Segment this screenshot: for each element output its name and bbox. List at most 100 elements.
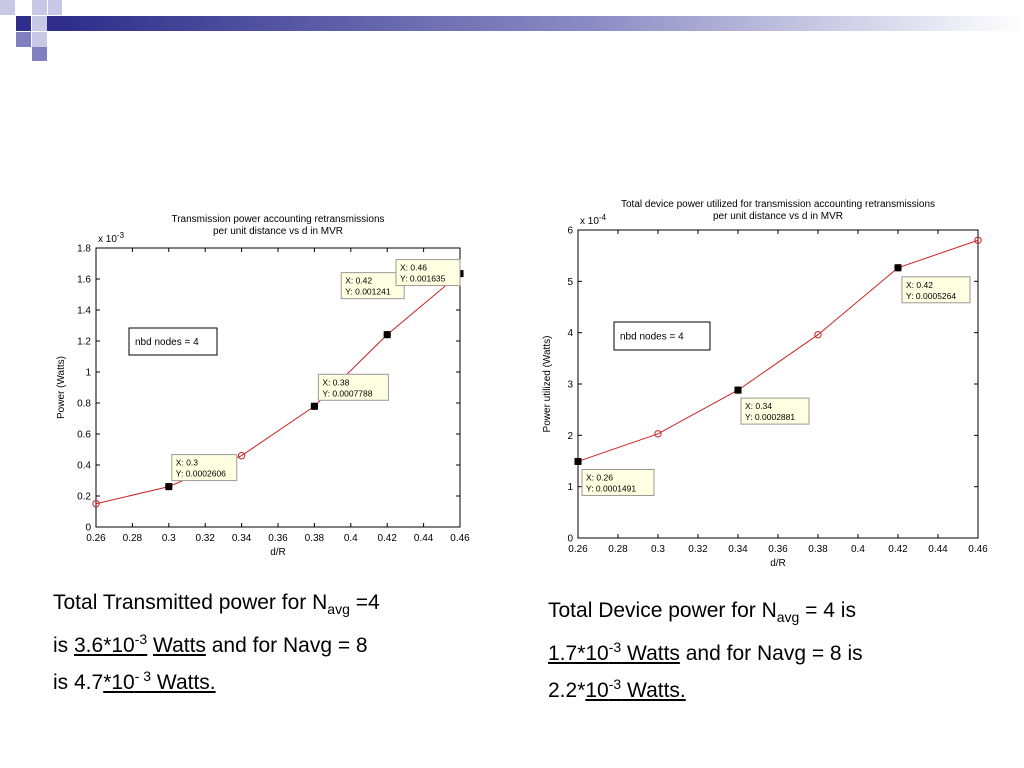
datatip-y: Y: 0.0002606 [176, 469, 226, 479]
x-tick-label: 0.4 [851, 544, 865, 555]
series-line [95, 273, 461, 505]
chart-title: per unit distance vs d in MVR [213, 226, 343, 237]
plot-area [95, 247, 461, 528]
header-gradient-bar [62, 16, 1024, 31]
chart-title: Total device power utilized for transmis… [621, 199, 935, 210]
y-tick-label: 0.2 [77, 492, 91, 503]
y-tick-label: 1.6 [77, 275, 91, 286]
y-tick-label: 6 [567, 226, 573, 237]
y-tick-label: 0 [567, 534, 573, 545]
y-multiplier: x 10-4 [580, 213, 607, 227]
y-tick-label: 1 [85, 368, 91, 379]
x-tick-label: 0.38 [808, 544, 828, 555]
y-tick-label: 0 [85, 523, 91, 534]
note-left-line3: is 4.7*10- 3 Watts. [53, 668, 216, 695]
y-multiplier: x 10-3 [98, 231, 125, 245]
datatip-x: X: 0.34 [745, 401, 772, 411]
x-tick-label: 0.28 [123, 533, 143, 544]
datatip-box [901, 276, 971, 304]
datatip-x: X: 0.42 [345, 276, 372, 286]
data-point [814, 331, 822, 339]
note-right-line3: 2.2*10-3 Watts. [548, 676, 686, 703]
x-tick-label: 0.46 [968, 544, 988, 555]
note-left-line1: Total Transmitted power for Navg =4 [53, 591, 380, 618]
x-tick-label: 0.36 [768, 544, 788, 555]
note-right-line2: 1.7*10-3 Watts and for Navg = 8 is [548, 639, 863, 666]
datatip-x: X: 0.42 [906, 280, 933, 290]
datatip-y: Y: 0.0005264 [906, 291, 956, 301]
y-tick-label: 1.2 [77, 337, 91, 348]
datatip-box [171, 454, 238, 482]
y-multiplier-exponent: -4 [599, 213, 607, 222]
deco-square [32, 47, 47, 61]
x-tick-label: 0.38 [305, 533, 325, 544]
note-transmitted-power: Total Transmitted power for Navg =4 is 3… [53, 588, 493, 698]
y-tick-label: 1.8 [77, 244, 91, 255]
note-device-power: Total Device power for Navg = 4 is 1.7*1… [548, 596, 988, 706]
y-axis-label: Power utilized (Watts) [542, 336, 553, 433]
chart-device-power: 0.26 0.28 0.3 0.32 0.34 0.36 0.38 0.4 0.42 0.44 0.… [540, 190, 990, 575]
y-tick-label: 1 [567, 482, 573, 493]
x-tick-label: 0.32 [688, 544, 708, 555]
y-tick-label: 0.8 [77, 399, 91, 410]
chart-transmission-power: 0.26 0.28 0.3 0.32 0.34 0.36 0.38 0.4 0.42 0.44 0.… [52, 205, 482, 570]
datatip-marker [574, 457, 582, 465]
x-tick-label: 0.36 [268, 533, 288, 544]
datatip-box [740, 397, 810, 425]
datatip-x: X: 0.3 [176, 458, 198, 468]
deco-square [32, 0, 47, 15]
y-tick-label: 1.4 [77, 306, 91, 317]
datatip-y: Y: 0.001635 [400, 274, 446, 284]
x-tick-label: 0.32 [195, 533, 215, 544]
y-axis-label: Power (Watts) [56, 356, 67, 419]
datatip-x: X: 0.26 [586, 472, 613, 482]
deco-square [0, 0, 15, 15]
x-tick-label: 0.44 [928, 544, 948, 555]
x-tick-label: 0.34 [232, 533, 252, 544]
datatip-box [395, 259, 461, 287]
x-tick-label: 0.26 [568, 544, 588, 555]
y-multiplier-exponent: -3 [117, 231, 125, 240]
deco-square [47, 16, 62, 31]
datatip-x: X: 0.46 [400, 263, 427, 273]
datatip-box [340, 272, 405, 300]
annotation-box [613, 321, 711, 351]
datatip-marker [894, 264, 902, 272]
deco-square [32, 16, 47, 31]
series-line [577, 239, 979, 462]
y-tick-label: 2 [567, 431, 573, 442]
x-tick-label: 0.46 [450, 533, 470, 544]
data-point [92, 500, 100, 508]
datatip-box [581, 468, 655, 496]
annotation-text: nbd nodes = 4 [620, 332, 684, 343]
chart-right-svg: 0.26 0.28 0.3 0.32 0.34 0.36 0.38 0.4 0.42 0.44 0.… [542, 199, 988, 569]
x-axis-label: d/R [270, 547, 286, 558]
header-decoration [0, 0, 1024, 61]
datatip-marker [734, 386, 742, 394]
x-tick-label: 0.44 [414, 533, 434, 544]
y-tick-label: 0.4 [77, 461, 91, 472]
chart-title: Transmission power accounting retransmis… [171, 214, 384, 225]
x-tick-label: 0.4 [344, 533, 358, 544]
data-point [654, 430, 662, 438]
datatip-y: Y: 0.0007788 [322, 388, 372, 398]
chart-title: per unit distance vs d in MVR [713, 211, 843, 222]
x-tick-label: 0.3 [651, 544, 665, 555]
x-tick-label: 0.34 [728, 544, 748, 555]
note-left-line2: is 3.6*10-3 Watts and for Navg = 8 [53, 631, 368, 658]
datatip-y: Y: 0.0001491 [586, 483, 636, 493]
datatip-y: Y: 0.0002881 [745, 412, 795, 422]
x-tick-label: 0.28 [608, 544, 628, 555]
x-tick-label: 0.26 [86, 533, 106, 544]
y-tick-label: 4 [567, 328, 573, 339]
x-axis-label: d/R [770, 558, 786, 569]
data-point [974, 236, 982, 244]
annotation-box [128, 327, 218, 356]
deco-square [16, 32, 31, 47]
deco-square [48, 0, 62, 15]
y-tick-label: 0.6 [77, 430, 91, 441]
annotation-text: nbd nodes = 4 [135, 337, 199, 348]
datatip-y: Y: 0.001241 [345, 287, 391, 297]
datatip-x: X: 0.38 [322, 377, 349, 387]
deco-square [16, 16, 31, 31]
